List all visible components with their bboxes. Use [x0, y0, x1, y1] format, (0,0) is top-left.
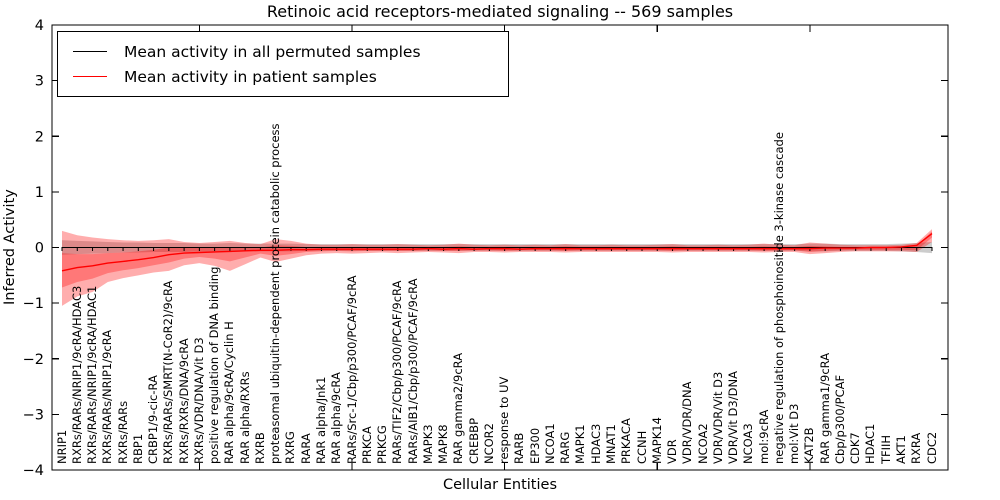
- patient-band-inner: [62, 231, 932, 288]
- legend-label-patient: Mean activity in patient samples: [124, 67, 377, 86]
- y-tick-label: 0: [35, 241, 44, 257]
- y-tick-label: 4: [35, 18, 44, 34]
- y-tick-label: 1: [35, 185, 44, 201]
- patient-line-swatch: [73, 76, 107, 77]
- legend-label-permuted: Mean activity in all permuted samples: [124, 42, 421, 61]
- legend-item-permuted: Mean activity in all permuted samples: [73, 43, 508, 61]
- y-tick-label: −3: [23, 407, 44, 423]
- x-axis-label: Cellular Entities: [442, 477, 558, 493]
- y-tick-label: −4: [23, 463, 44, 479]
- patient-mean-line: [61, 233, 933, 272]
- chart-title: Retinoic acid receptors-mediated signali…: [266, 2, 734, 21]
- y-tick-label: 2: [35, 129, 44, 145]
- legend: Mean activity in all permuted samples Me…: [57, 31, 509, 97]
- y-tick-label: −2: [23, 352, 44, 368]
- y-tick-label: −1: [23, 296, 44, 312]
- y-tick-label: 3: [35, 74, 44, 90]
- legend-item-patient: Mean activity in patient samples: [73, 68, 508, 86]
- patient-band-outer: [62, 229, 932, 306]
- permuted-line-swatch: [73, 51, 107, 52]
